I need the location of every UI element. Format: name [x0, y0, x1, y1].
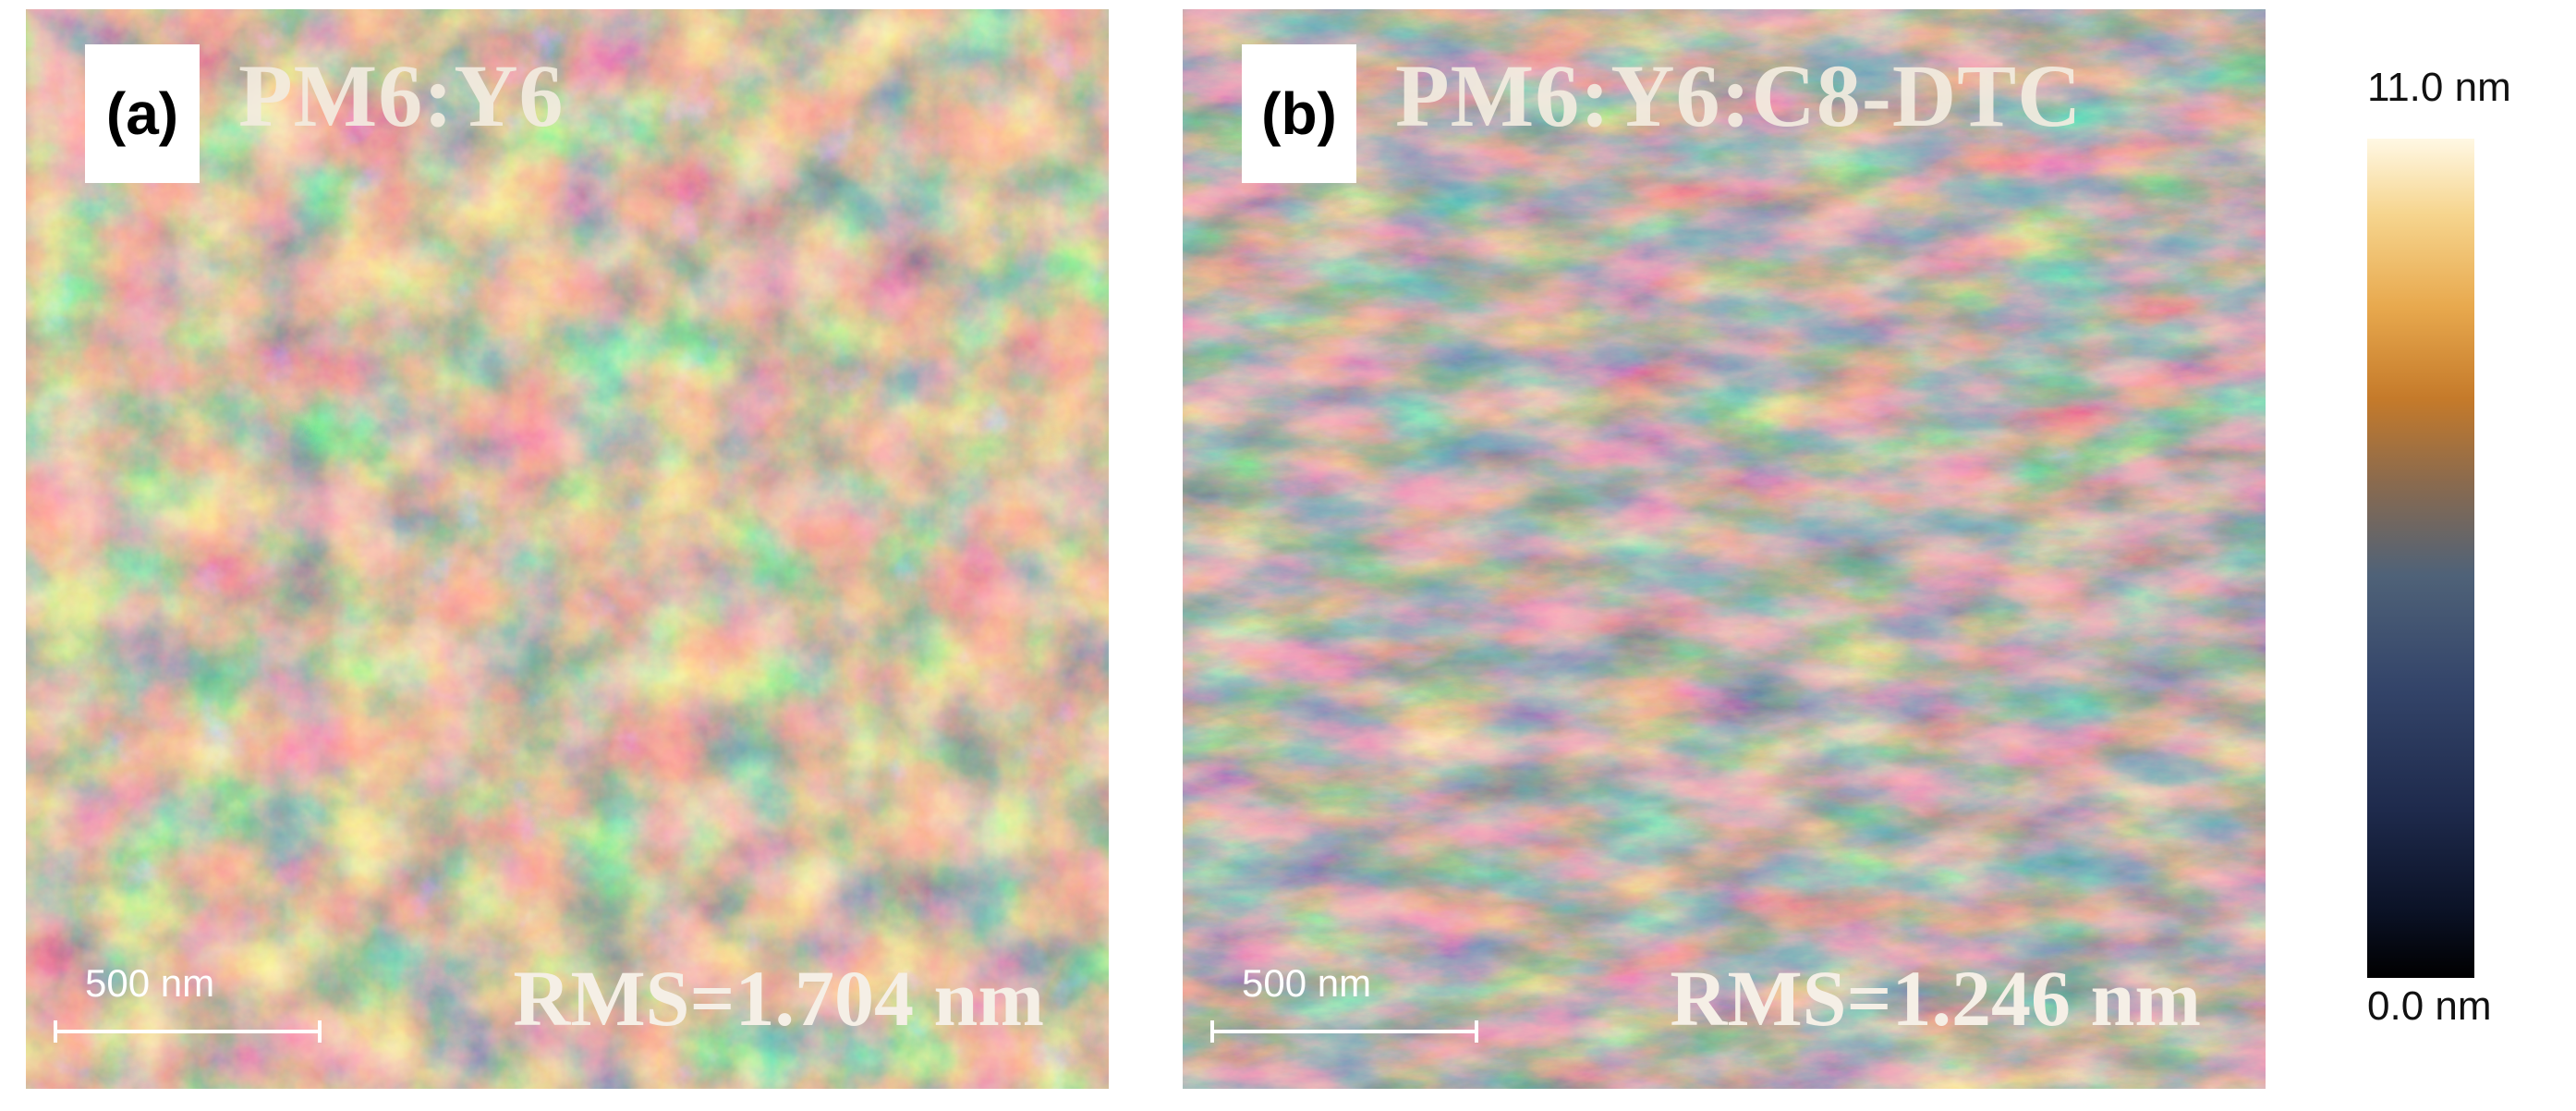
rms-value: RMS=1.704 nm: [513, 954, 1044, 1043]
afm-image-panel-a: (a) PM6:Y6 500 nm RMS=1.704 nm: [26, 9, 1109, 1089]
rms-value: RMS=1.246 nm: [1670, 954, 2201, 1043]
scalebar-label: 500 nm: [1242, 961, 1372, 1005]
scale-bar: [1210, 1020, 1478, 1043]
afm-height-map-a: [26, 9, 1109, 1089]
panel-label: (a): [85, 44, 200, 183]
colorbar-min-label: 0.0 nm: [2367, 983, 2492, 1029]
sample-title: PM6:Y6:C8-DTC: [1395, 46, 2083, 145]
colorbar-max-label: 11.0 nm: [2367, 65, 2511, 110]
scale-bar: [54, 1020, 322, 1043]
afm-height-map-b: [1183, 9, 2266, 1089]
afm-image-panel-b: (b) PM6:Y6:C8-DTC 500 nm RMS=1.246 nm: [1183, 9, 2266, 1089]
sample-title: PM6:Y6: [238, 46, 565, 145]
height-colorbar: [2367, 139, 2474, 978]
panel-label: (b): [1242, 44, 1356, 183]
scalebar-label: 500 nm: [85, 961, 215, 1005]
